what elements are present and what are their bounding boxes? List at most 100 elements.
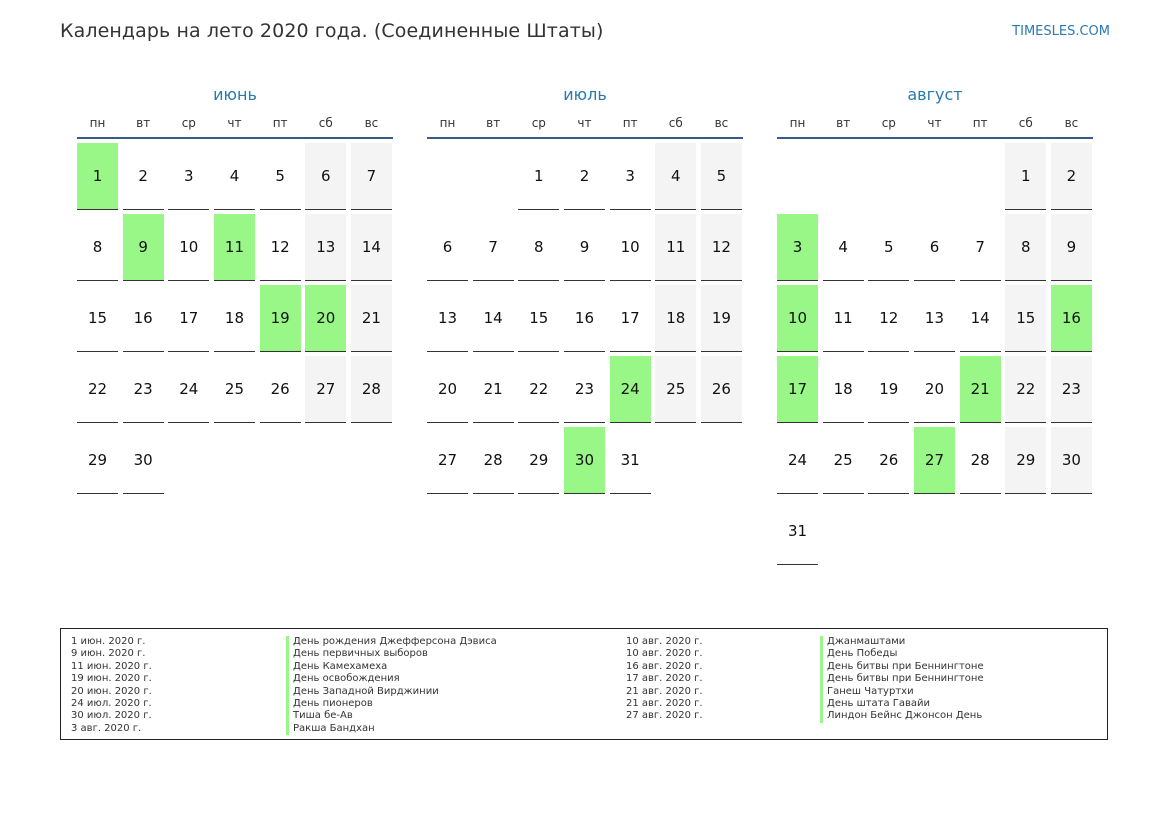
weekday-label: ср (181, 116, 196, 130)
empty-day (868, 143, 909, 210)
calendar-day: 8 (77, 214, 118, 281)
holiday-day: 17 (777, 356, 818, 423)
weekday-label: пт (972, 116, 988, 130)
calendar-day: 24 (168, 356, 210, 423)
calendar-day: 14 (472, 285, 514, 352)
calendar-day: 27 (305, 356, 347, 423)
month-june: июнь пн вт ср чт пт сб вс 1 2 3 4 5 6 7 8 9 10 11 12 13 14 1… (77, 84, 393, 494)
calendar-day: 29 (518, 427, 560, 494)
calendar-day: 5 (700, 143, 742, 210)
holiday-day: 10 (777, 285, 818, 352)
empty-day (427, 143, 468, 210)
calendar-day: 22 (1005, 356, 1047, 423)
calendar-day: 2 (1050, 143, 1092, 210)
legend-holiday-name: День Западной Вирджинии (286, 685, 497, 698)
calendar-day: 4 (655, 143, 697, 210)
legend-holiday-name: Ракша Бандхан (286, 722, 497, 736)
empty-day (473, 143, 514, 210)
legend-date: 1 июн. 2020 г. (71, 636, 146, 647)
legend-date: 10 авг. 2020 г. (626, 648, 703, 660)
calendar-day: 3 (168, 143, 210, 210)
calendar-day: 3 (609, 143, 651, 210)
day-grid: 1 2 3 4 5 6 7 8 9 10 11 12 13 14 15 16 17 18 19 20 21 22 23 24 2… (77, 143, 393, 494)
legend-holiday-name: Тиша бе-Ав (286, 710, 497, 723)
weekday-label: вт (486, 116, 501, 130)
calendar-day: 1 (1005, 143, 1047, 210)
weekday-label: чт (927, 116, 942, 130)
calendar-day: 30 (1050, 427, 1092, 494)
legend-date: 10 авг. 2020 г. (626, 636, 703, 647)
calendar-day: 27 (427, 427, 468, 494)
legend-holiday-name: Джанмаштами (820, 636, 984, 649)
empty-day (777, 143, 818, 210)
calendar-day: 22 (77, 356, 118, 423)
calendar-day: 15 (77, 285, 118, 352)
calendar-day: 19 (700, 285, 742, 352)
month-name: июль (563, 85, 607, 104)
weekday-label: пн (89, 116, 106, 130)
weekday-label: чт (227, 116, 242, 130)
holiday-day: 20 (305, 285, 347, 352)
calendar-day: 7 (350, 143, 392, 210)
calendar-day: 24 (777, 427, 818, 494)
legend-holiday-name: День битвы при Беннингтоне (820, 673, 984, 686)
legend-dates-left: 1 июн. 2020 г. 9 июн. 2020 г. 11 июн. 2020… (71, 636, 152, 735)
calendar-day: 23 (563, 356, 605, 423)
calendar-day: 20 (913, 356, 955, 423)
calendar-day: 9 (1050, 214, 1092, 281)
holiday-day: 16 (1050, 285, 1092, 352)
calendar-day: 25 (655, 356, 697, 423)
calendar-day: 10 (168, 214, 210, 281)
legend-date: 20 июн. 2020 г. (71, 685, 152, 697)
legend-holiday-name: Ганеш Чатуртхи (820, 685, 984, 698)
calendar-day: 2 (563, 143, 605, 210)
holiday-day: 1 (77, 143, 118, 210)
empty-day (823, 143, 864, 210)
legend-date: 30 июл. 2020 г. (71, 710, 152, 722)
calendar-day: 8 (518, 214, 560, 281)
legend-date: 11 июн. 2020 г. (71, 660, 152, 672)
calendar-day: 29 (1005, 427, 1047, 494)
legend-holiday-name: День Победы (820, 648, 984, 661)
calendar-day: 28 (472, 427, 514, 494)
weekday-label: сб (1018, 116, 1033, 130)
holiday-day: 24 (609, 356, 651, 423)
legend-date: 3 авг. 2020 г. (71, 722, 142, 734)
calendar-day: 7 (959, 214, 1001, 281)
weekday-label: пн (789, 116, 806, 130)
weekday-label: пт (622, 116, 638, 130)
empty-day (960, 143, 1001, 210)
calendar-day: 12 (700, 214, 742, 281)
legend-holiday-name: День первичных выборов (286, 648, 497, 661)
month-name: август (907, 85, 963, 104)
holiday-day: 9 (122, 214, 164, 281)
holiday-day: 21 (959, 356, 1001, 423)
weekday-label: вс (1064, 116, 1079, 130)
calendar-day: 25 (213, 356, 255, 423)
legend-date: 21 авг. 2020 г. (626, 685, 703, 697)
calendar-day: 29 (77, 427, 118, 494)
calendar-day: 13 (913, 285, 955, 352)
calendar-day: 5 (259, 143, 301, 210)
weekday-label: пн (439, 116, 456, 130)
site-link[interactable]: TIMESLES.COM (1012, 24, 1110, 39)
calendar-day: 11 (822, 285, 864, 352)
legend-date: 16 авг. 2020 г. (626, 660, 703, 672)
day-grid: 1 2 3 4 5 6 7 8 9 10 11 12 13 14 15 16 17 18 19 20 21 22 23 24 2… (777, 143, 1093, 565)
calendar-day: 26 (868, 427, 910, 494)
weekday-header: пн вт ср чт пт сб вс (77, 116, 393, 139)
weekday-label: ср (881, 116, 896, 130)
calendar-day: 8 (1005, 214, 1047, 281)
calendar-day: 10 (609, 214, 651, 281)
calendar-day: 28 (350, 356, 392, 423)
legend-date: 24 июл. 2020 г. (71, 697, 152, 709)
weekday-label: вт (836, 116, 851, 130)
calendar-day: 25 (822, 427, 864, 494)
weekday-label: чт (577, 116, 592, 130)
calendar-day: 23 (1050, 356, 1092, 423)
calendar-day: 31 (609, 427, 651, 494)
calendar-day: 13 (305, 214, 347, 281)
legend-names-left: День рождения Джефферсона Дэвиса День пер… (286, 636, 497, 736)
legend-holiday-name: Линдон Бейнс Джонсон День (820, 710, 984, 723)
calendar-day: 17 (609, 285, 651, 352)
